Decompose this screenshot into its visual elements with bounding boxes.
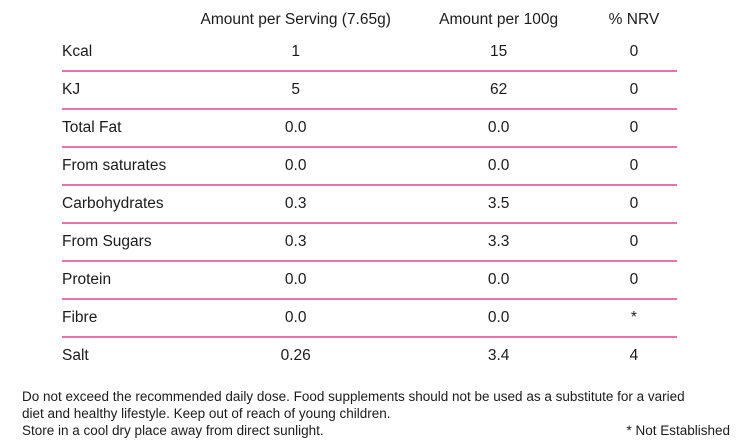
nutrition-table: Amount per Serving (7.65g) Amount per 10…	[62, 6, 677, 374]
nutrient-label-cell: Protein	[62, 261, 185, 300]
per-serving-cell: 0.0	[185, 109, 407, 148]
per-100g-cell: 3.5	[406, 185, 591, 224]
table-row: Protein 0.0 0.0 0	[62, 261, 677, 300]
table-row: Fibre 0.0 0.0 *	[62, 299, 677, 338]
table-row: Salt 0.26 3.4 4	[62, 337, 677, 374]
nrv-cell: 0	[590, 261, 677, 300]
per-100g-cell: 3.4	[487, 347, 510, 364]
nutrition-label-page: { "table": { "headers": { "label": "", "…	[0, 6, 744, 444]
nutrient-label-cell: Salt	[62, 347, 89, 364]
footer-bottom-row: Store in a cool dry place away from dire…	[22, 422, 730, 439]
table-row: From Sugars 0.3 3.3 0	[62, 223, 677, 262]
warning-text-line: diet and healthy lifestyle. Keep out of …	[22, 406, 391, 421]
per-serving-cell: 0.0	[185, 299, 407, 338]
table-row: KJ 5 62 0	[62, 71, 677, 110]
nutrient-label-cell: From saturates	[62, 147, 185, 186]
storage-text: Store in a cool dry place away from dire…	[22, 423, 324, 438]
nutrient-label-cell: Carbohydrates	[62, 185, 185, 224]
nrv-cell: 0	[590, 223, 677, 262]
per-100g-cell: 3.3	[406, 223, 591, 262]
not-established-footnote: * Not Established	[626, 423, 730, 438]
nutrient-label-cell: From Sugars	[62, 223, 185, 262]
per-serving-cell: 0.0	[185, 261, 407, 300]
nrv-cell: 4	[629, 347, 639, 364]
per-100g-cell: 15	[406, 34, 591, 72]
per-100g-cell: 0.0	[406, 299, 591, 338]
col-header-per-serving: Amount per Serving (7.65g)	[200, 11, 391, 28]
nutrient-label-cell: Kcal	[62, 34, 185, 72]
per-serving-cell: 0.3	[185, 185, 407, 224]
per-serving-cell: 0.0	[185, 147, 407, 186]
col-header-nrv: % NRV	[608, 11, 660, 28]
nrv-cell: *	[590, 299, 677, 338]
nrv-cell: 0	[590, 147, 677, 186]
per-serving-cell: 1	[185, 34, 407, 72]
nutrient-label-cell: Total Fat	[62, 109, 185, 148]
nutrient-label-cell: KJ	[62, 71, 185, 110]
nrv-cell: 0	[590, 71, 677, 110]
per-100g-cell: 0.0	[406, 109, 591, 148]
per-100g-cell: 0.0	[406, 261, 591, 300]
nutrient-label-cell: Fibre	[62, 299, 185, 338]
table-row: Kcal 1 15 0	[62, 34, 677, 72]
footer-notes: Do not exceed the recommended daily dose…	[22, 388, 730, 439]
table-row: From saturates 0.0 0.0 0	[62, 147, 677, 186]
col-header-per-100g: Amount per 100g	[439, 11, 559, 28]
table-row: Carbohydrates 0.3 3.5 0	[62, 185, 677, 224]
per-serving-cell: 5	[185, 71, 407, 110]
table-row: Total Fat 0.0 0.0 0	[62, 109, 677, 148]
warning-text-line: Do not exceed the recommended daily dose…	[22, 389, 685, 404]
nrv-cell: 0	[590, 185, 677, 224]
per-100g-cell: 62	[406, 71, 591, 110]
nrv-cell: 0	[590, 34, 677, 72]
per-serving-cell: 0.3	[185, 223, 407, 262]
table-header-row: Amount per Serving (7.65g) Amount per 10…	[62, 6, 677, 34]
nrv-cell: 0	[590, 109, 677, 148]
per-serving-cell: 0.26	[280, 347, 311, 364]
per-100g-cell: 0.0	[406, 147, 591, 186]
col-header-blank	[62, 6, 185, 34]
